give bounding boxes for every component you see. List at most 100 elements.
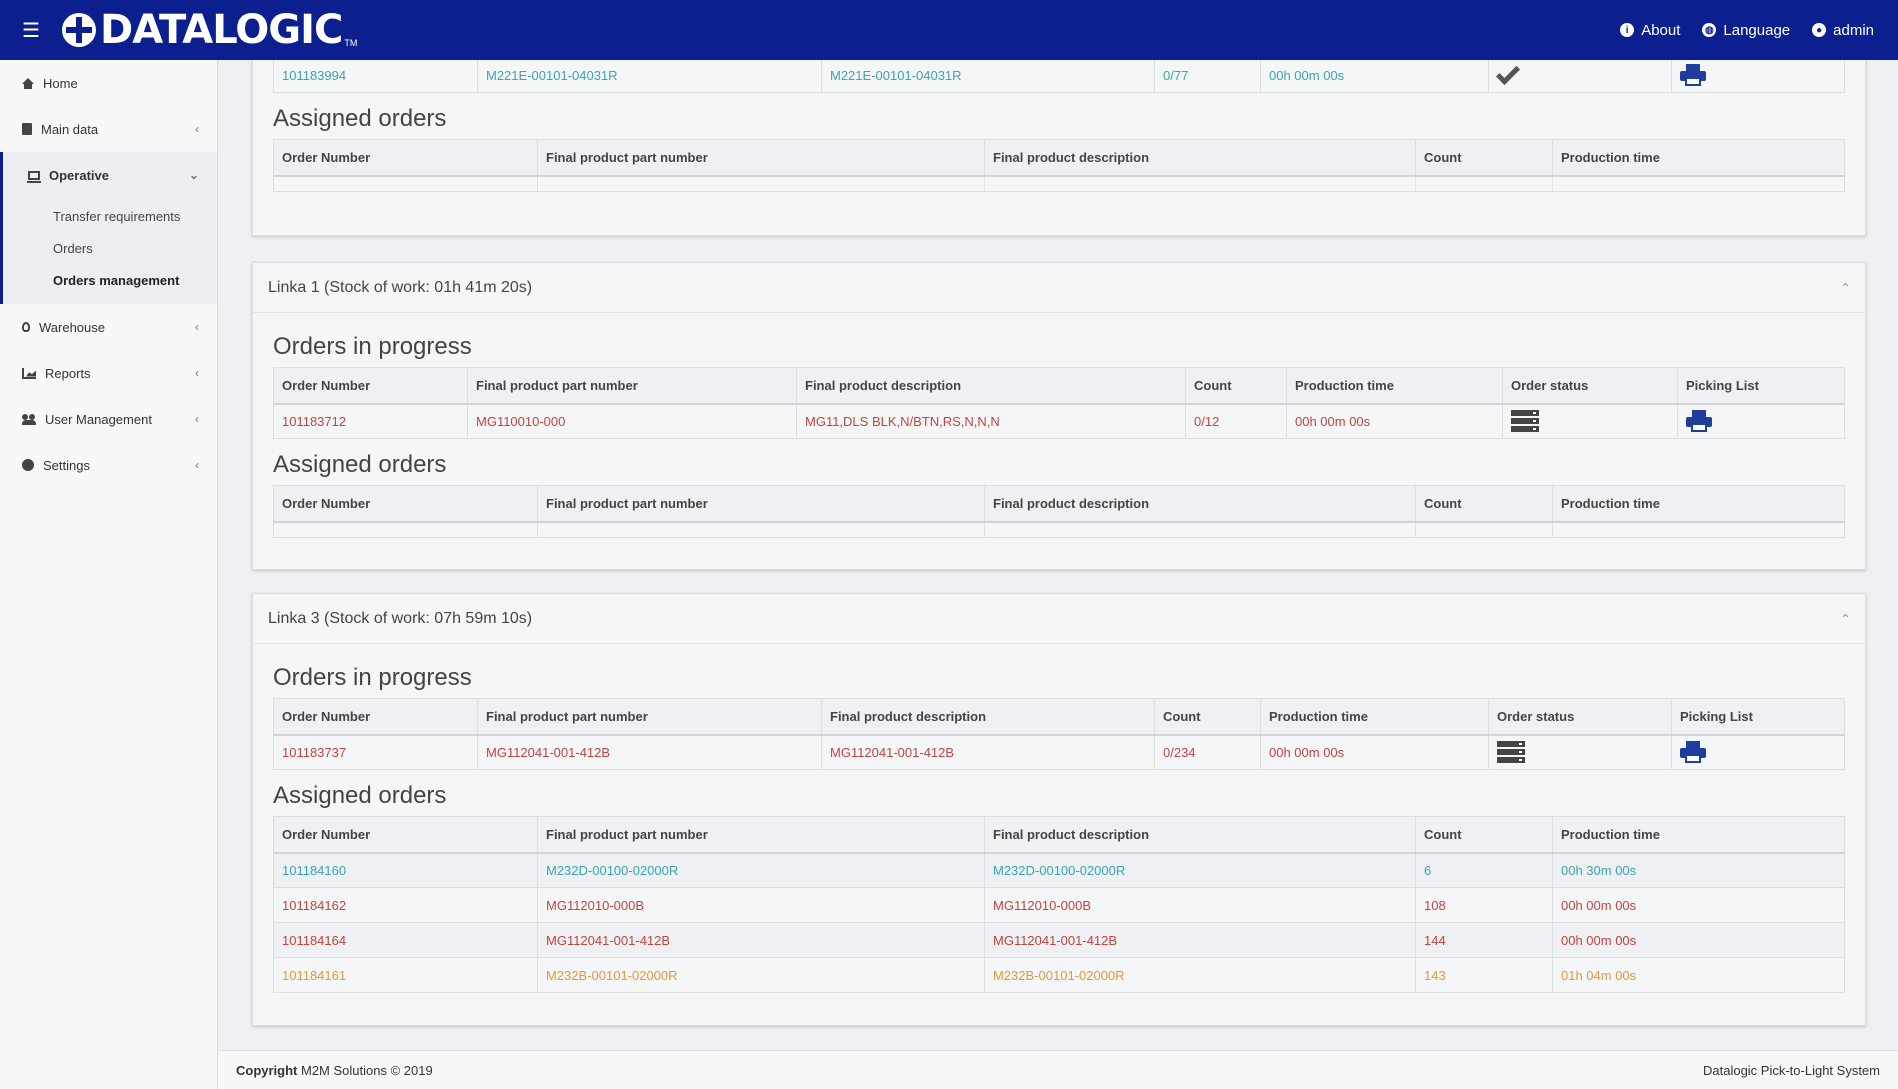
- production-time-cell: 01h 04m 00s: [1552, 957, 1845, 993]
- order-number-cell[interactable]: 101183994: [273, 60, 478, 93]
- sidebar-subitem-orders-management[interactable]: Orders management: [53, 272, 180, 288]
- chevron-left-icon: ‹: [195, 458, 199, 472]
- column-header[interactable]: Picking List: [1677, 367, 1845, 405]
- chevron-left-icon: ‹: [195, 412, 199, 426]
- count-cell: 144: [1415, 922, 1553, 958]
- order-number-cell[interactable]: 101183737: [273, 734, 478, 770]
- orders-in-progress-table: Order Number Final product part number F…: [273, 367, 1845, 439]
- column-header[interactable]: Order Number: [273, 139, 538, 177]
- column-header[interactable]: Count: [1185, 367, 1287, 405]
- hamburger-menu-icon[interactable]: ☰: [22, 19, 40, 42]
- description-cell: MG112010-000B: [984, 887, 1416, 923]
- assigned-orders-table: Order Number Final product part number F…: [273, 485, 1845, 538]
- language-link[interactable]: ◍ Language: [1702, 22, 1790, 39]
- sidebar-item-main-data[interactable]: Main data ‹: [0, 106, 217, 152]
- sidebar-item-user-management[interactable]: User Management ‹: [0, 396, 217, 442]
- column-header[interactable]: Picking List: [1671, 698, 1845, 736]
- table-row[interactable]: 101184161 M232B-00101-02000R M232B-00101…: [273, 957, 1845, 993]
- column-header[interactable]: Count: [1415, 485, 1553, 523]
- column-header[interactable]: Final product description: [984, 816, 1416, 854]
- count-cell: 143: [1415, 957, 1553, 993]
- column-header[interactable]: Final product description: [984, 485, 1416, 523]
- user-icon: ●: [1812, 23, 1827, 37]
- server-stack-icon[interactable]: [1497, 741, 1525, 764]
- picking-list-cell: [1671, 60, 1845, 93]
- book-icon: [22, 123, 32, 135]
- column-header[interactable]: Order Number: [273, 367, 468, 405]
- order-number-cell[interactable]: 101184162: [273, 887, 538, 923]
- column-header[interactable]: Count: [1415, 139, 1553, 177]
- part-number-cell: MG110010-000: [467, 403, 797, 439]
- print-icon[interactable]: [1686, 410, 1712, 433]
- main-content: 101183994 M221E-00101-04031R M221E-00101…: [218, 60, 1898, 1050]
- column-header[interactable]: Final product description: [984, 139, 1416, 177]
- table-row[interactable]: 101183712 MG110010-000 MG11,DLS BLK,N/BT…: [273, 403, 1845, 439]
- sidebar-subitem-orders[interactable]: Orders: [53, 240, 93, 256]
- order-number-cell[interactable]: 101184160: [273, 852, 538, 888]
- column-header[interactable]: Production time: [1552, 485, 1845, 523]
- table-row[interactable]: 101184164 MG112041-001-412B MG112041-001…: [273, 922, 1845, 958]
- column-header[interactable]: Count: [1154, 698, 1261, 736]
- users-icon: [22, 414, 36, 425]
- column-header[interactable]: Production time: [1552, 816, 1845, 854]
- user-label: admin: [1833, 21, 1874, 39]
- column-header[interactable]: Order status: [1488, 698, 1672, 736]
- globe-icon: ◍: [1702, 23, 1717, 37]
- line-card-linka-3: Linka 3 (Stock of work: 07h 59m 10s) ⌄ O…: [252, 593, 1866, 1026]
- assigned-orders-title: Assigned orders: [273, 782, 447, 809]
- chevron-left-icon: ‹: [195, 122, 199, 136]
- sidebar-item-reports[interactable]: Reports ‹: [0, 350, 217, 396]
- part-number-cell: MG112010-000B: [537, 887, 985, 923]
- column-header[interactable]: Order Number: [273, 816, 538, 854]
- table-row[interactable]: 101183994 M221E-00101-04031R M221E-00101…: [273, 60, 1845, 93]
- order-number-cell[interactable]: 101184164: [273, 922, 538, 958]
- print-icon[interactable]: [1680, 741, 1706, 764]
- operative-submenu: Transfer requirements Orders Orders mana…: [0, 198, 217, 304]
- print-icon[interactable]: [1680, 64, 1706, 86]
- column-header[interactable]: Production time: [1552, 139, 1845, 177]
- sidebar-item-label: Settings: [43, 457, 90, 473]
- server-stack-icon[interactable]: [1511, 410, 1539, 433]
- column-header[interactable]: Final product part number: [537, 139, 985, 177]
- production-time-cell: 00h 00m 00s: [1552, 922, 1845, 958]
- column-header[interactable]: Final product part number: [477, 698, 822, 736]
- column-header[interactable]: Production time: [1286, 367, 1503, 405]
- column-header[interactable]: Production time: [1260, 698, 1489, 736]
- chevron-left-icon: ‹: [195, 320, 199, 334]
- order-number-cell[interactable]: 101183712: [273, 403, 468, 439]
- column-header[interactable]: Final product description: [821, 698, 1155, 736]
- order-status-cell: [1488, 734, 1672, 770]
- chart-icon: [22, 367, 36, 379]
- order-number-cell[interactable]: 101184161: [273, 957, 538, 993]
- collapse-chevron-icon[interactable]: ⌄: [1840, 611, 1851, 626]
- column-header[interactable]: Order Number: [273, 485, 538, 523]
- assigned-orders-table: Order Number Final product part number F…: [273, 816, 1845, 993]
- datalogic-logo[interactable]: DATALOGIC TM: [62, 0, 357, 60]
- system-name: Datalogic Pick-to-Light System: [1702, 1062, 1880, 1078]
- top-navigation: i About ◍ Language ● admin: [1620, 0, 1874, 60]
- table-row[interactable]: 101183737 MG112041-001-412B MG112041-001…: [273, 734, 1845, 770]
- chevron-down-icon: ⌄: [188, 168, 199, 182]
- sidebar-subitem-transfer-requirements[interactable]: Transfer requirements: [53, 208, 181, 224]
- sidebar-item-operative[interactable]: Operative ⌄: [0, 152, 217, 198]
- check-icon[interactable]: [1495, 61, 1521, 86]
- line-title: Linka 3 (Stock of work: 07h 59m 10s): [268, 609, 533, 627]
- column-header[interactable]: Final product part number: [537, 816, 985, 854]
- column-header[interactable]: Order Number: [273, 698, 478, 736]
- sidebar-item-home[interactable]: Home: [0, 60, 217, 106]
- table-row[interactable]: 101184162 MG112010-000B MG112010-000B 10…: [273, 887, 1845, 923]
- picking-list-cell: [1677, 403, 1845, 439]
- user-menu-link[interactable]: ● admin: [1812, 22, 1874, 39]
- about-link[interactable]: i About: [1620, 22, 1680, 39]
- column-header[interactable]: Count: [1415, 816, 1553, 854]
- sidebar-item-settings[interactable]: Settings ‹: [0, 442, 217, 488]
- sidebar-item-warehouse[interactable]: Warehouse ‹: [0, 304, 217, 350]
- copyright-text: M2M Solutions © 2019: [297, 1062, 433, 1078]
- column-header[interactable]: Final product part number: [467, 367, 797, 405]
- column-header[interactable]: Final product part number: [537, 485, 985, 523]
- collapse-chevron-icon[interactable]: ⌄: [1840, 280, 1851, 295]
- column-header[interactable]: Final product description: [796, 367, 1186, 405]
- column-header[interactable]: Order status: [1502, 367, 1678, 405]
- part-number-cell: M232B-00101-02000R: [537, 957, 985, 993]
- table-row[interactable]: 101184160 M232D-00100-02000R M232D-00100…: [273, 852, 1845, 888]
